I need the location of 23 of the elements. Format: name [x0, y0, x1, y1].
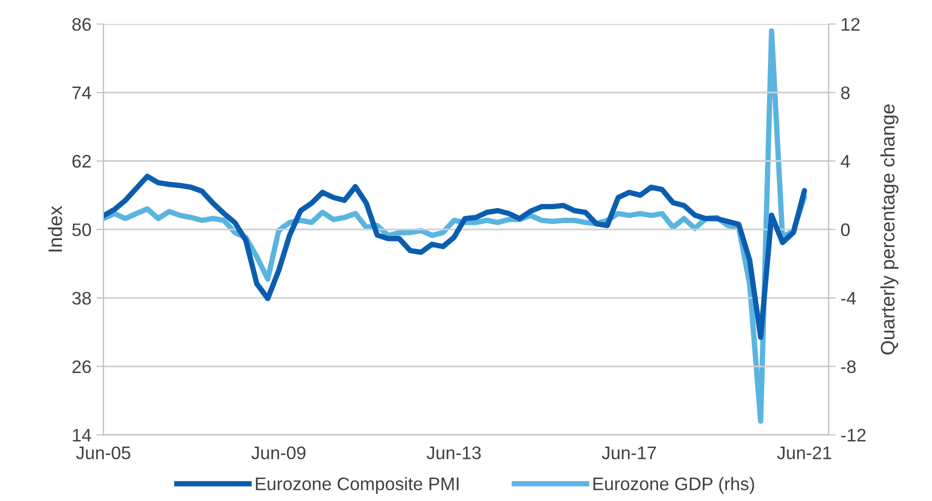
y-tick-label: 86 [72, 18, 91, 31]
y2-tick-label: -12 [841, 428, 866, 442]
y2-tick-label: 4 [840, 155, 850, 168]
y-tick-label: 62 [72, 154, 91, 168]
x-tick-label: Jun-09 [251, 446, 306, 460]
y2-tick-label: 12 [842, 18, 860, 31]
x-tick-label: Jun-05 [76, 446, 130, 460]
y2-tick-label: 8 [841, 86, 850, 100]
y-tick-label: 26 [72, 360, 91, 374]
y2-tick-label: -4 [841, 292, 856, 304]
y-axis-title: Index [48, 206, 62, 252]
x-tick-label: Jun-13 [426, 446, 481, 460]
y2-axis-title: Quarterly percentage change [880, 104, 898, 354]
y-tick-label: 50 [72, 223, 91, 236]
y2-tick-label: -8 [841, 360, 856, 374]
y-tick-label: 14 [72, 428, 92, 442]
y-tick-label: 74 [72, 86, 92, 100]
legend-label: Eurozone GDP (rhs) [593, 477, 754, 494]
y-tick-label: 38 [72, 292, 91, 305]
y2-tick-label: 0 [841, 223, 850, 236]
x-tick-label: Jun-17 [602, 446, 656, 460]
x-tick-label: Jun-21 [777, 446, 832, 460]
legend-label: Eurozone Composite PMI [256, 477, 459, 494]
